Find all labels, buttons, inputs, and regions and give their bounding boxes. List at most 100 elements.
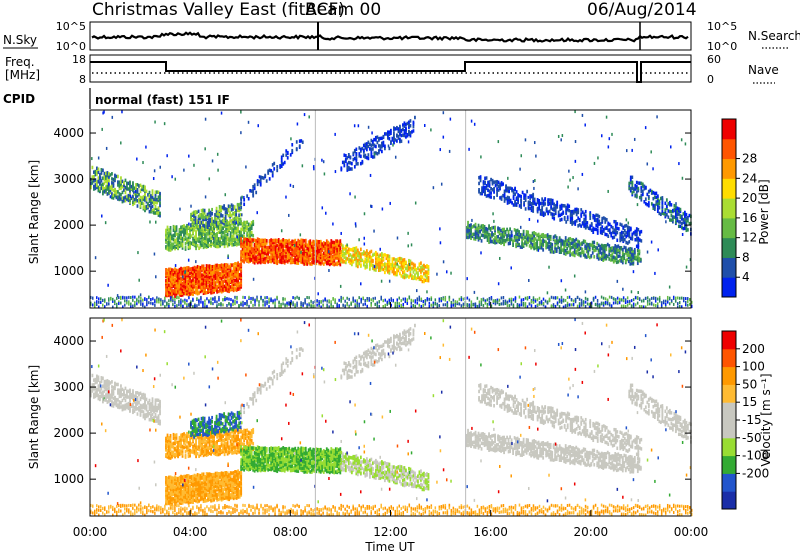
power-datum xyxy=(380,298,382,301)
power-datum xyxy=(355,152,357,156)
power-datum xyxy=(410,124,412,128)
power-datum xyxy=(360,155,362,159)
power-datum xyxy=(437,304,439,307)
freq-tick-bottom: 8 xyxy=(79,73,86,86)
power-datum xyxy=(172,299,174,302)
power-datum xyxy=(443,303,445,306)
power-datum xyxy=(425,299,427,302)
power-datum xyxy=(220,302,222,305)
power-datum xyxy=(178,296,180,299)
power-datum xyxy=(296,302,298,305)
power-scatter-data xyxy=(90,110,693,309)
power-datum xyxy=(364,299,366,302)
power-datum xyxy=(228,302,230,305)
power-datum xyxy=(401,139,403,143)
power-datum xyxy=(174,305,176,308)
power-datum xyxy=(232,303,234,306)
power-datum xyxy=(520,195,522,199)
power-datum xyxy=(473,303,475,306)
power-datum xyxy=(597,229,599,233)
power-datum xyxy=(226,297,228,300)
power-datum xyxy=(609,228,611,232)
power-datum xyxy=(397,305,399,308)
power-datum xyxy=(340,300,342,303)
power-datum xyxy=(108,299,110,302)
power-datum xyxy=(150,302,152,305)
power-datum xyxy=(577,208,579,212)
power-datum xyxy=(272,174,274,178)
power-datum xyxy=(638,249,640,253)
power-datum xyxy=(642,193,644,197)
power-datum xyxy=(523,230,525,234)
power-datum xyxy=(240,206,242,210)
power-datum xyxy=(302,140,304,144)
power-datum xyxy=(661,196,663,200)
power-datum xyxy=(326,300,328,303)
power-datum xyxy=(210,301,212,304)
power-datum xyxy=(637,187,639,191)
power-datum xyxy=(367,157,369,161)
power-datum xyxy=(111,172,113,176)
power-datum xyxy=(134,296,136,299)
power-datum xyxy=(534,198,536,202)
power-datum xyxy=(148,301,150,304)
power-datum xyxy=(162,302,164,305)
power-datum xyxy=(370,298,372,301)
power-datum xyxy=(415,305,417,308)
power-datum xyxy=(102,299,104,302)
power-datum xyxy=(254,183,256,187)
power-datum xyxy=(471,303,473,306)
power-datum xyxy=(453,299,455,302)
power-datum xyxy=(428,276,430,280)
power-datum xyxy=(666,198,668,202)
power-datum xyxy=(332,297,334,300)
power-datum xyxy=(166,302,168,305)
power-datum xyxy=(172,303,174,306)
power-datum xyxy=(270,299,272,302)
power-datum xyxy=(330,300,332,303)
power-datum xyxy=(150,298,152,301)
power-datum xyxy=(198,210,200,214)
power-datum xyxy=(457,301,459,304)
power-datum xyxy=(160,303,162,306)
power-datum xyxy=(461,304,463,307)
power-datum xyxy=(405,127,407,131)
cpid-label: CPID xyxy=(3,92,35,106)
power-datum xyxy=(254,300,256,303)
power-datum xyxy=(568,204,570,208)
power-datum xyxy=(544,202,546,206)
power-datum xyxy=(493,190,495,194)
power-datum xyxy=(455,300,457,303)
power-datum xyxy=(254,187,256,191)
power-datum xyxy=(242,304,244,307)
power-datum xyxy=(273,162,275,166)
power-datum xyxy=(146,190,148,194)
power-datum xyxy=(170,296,172,299)
power-datum xyxy=(410,119,412,123)
power-datum xyxy=(562,211,564,215)
power-datum xyxy=(260,297,262,300)
power-datum xyxy=(399,297,401,300)
freq-label: Freq. xyxy=(5,55,35,69)
power-datum xyxy=(124,299,126,302)
power-datum xyxy=(435,298,437,301)
power-datum xyxy=(112,298,114,301)
power-datum xyxy=(124,296,126,299)
power-datum xyxy=(148,296,150,299)
power-datum xyxy=(361,160,363,164)
power-datum xyxy=(144,298,146,301)
power-datum xyxy=(202,301,204,304)
power-datum xyxy=(196,297,198,300)
power-datum xyxy=(502,182,504,186)
power-datum xyxy=(318,302,320,305)
power-datum xyxy=(308,296,310,299)
power-datum xyxy=(233,235,235,239)
power-datum xyxy=(404,270,406,274)
power-datum xyxy=(499,299,501,302)
power-datum xyxy=(374,303,376,306)
power-datum xyxy=(409,296,411,299)
power-datum xyxy=(316,304,318,307)
power-datum xyxy=(154,300,156,303)
power-datum xyxy=(252,297,254,300)
power-datum xyxy=(357,162,359,166)
